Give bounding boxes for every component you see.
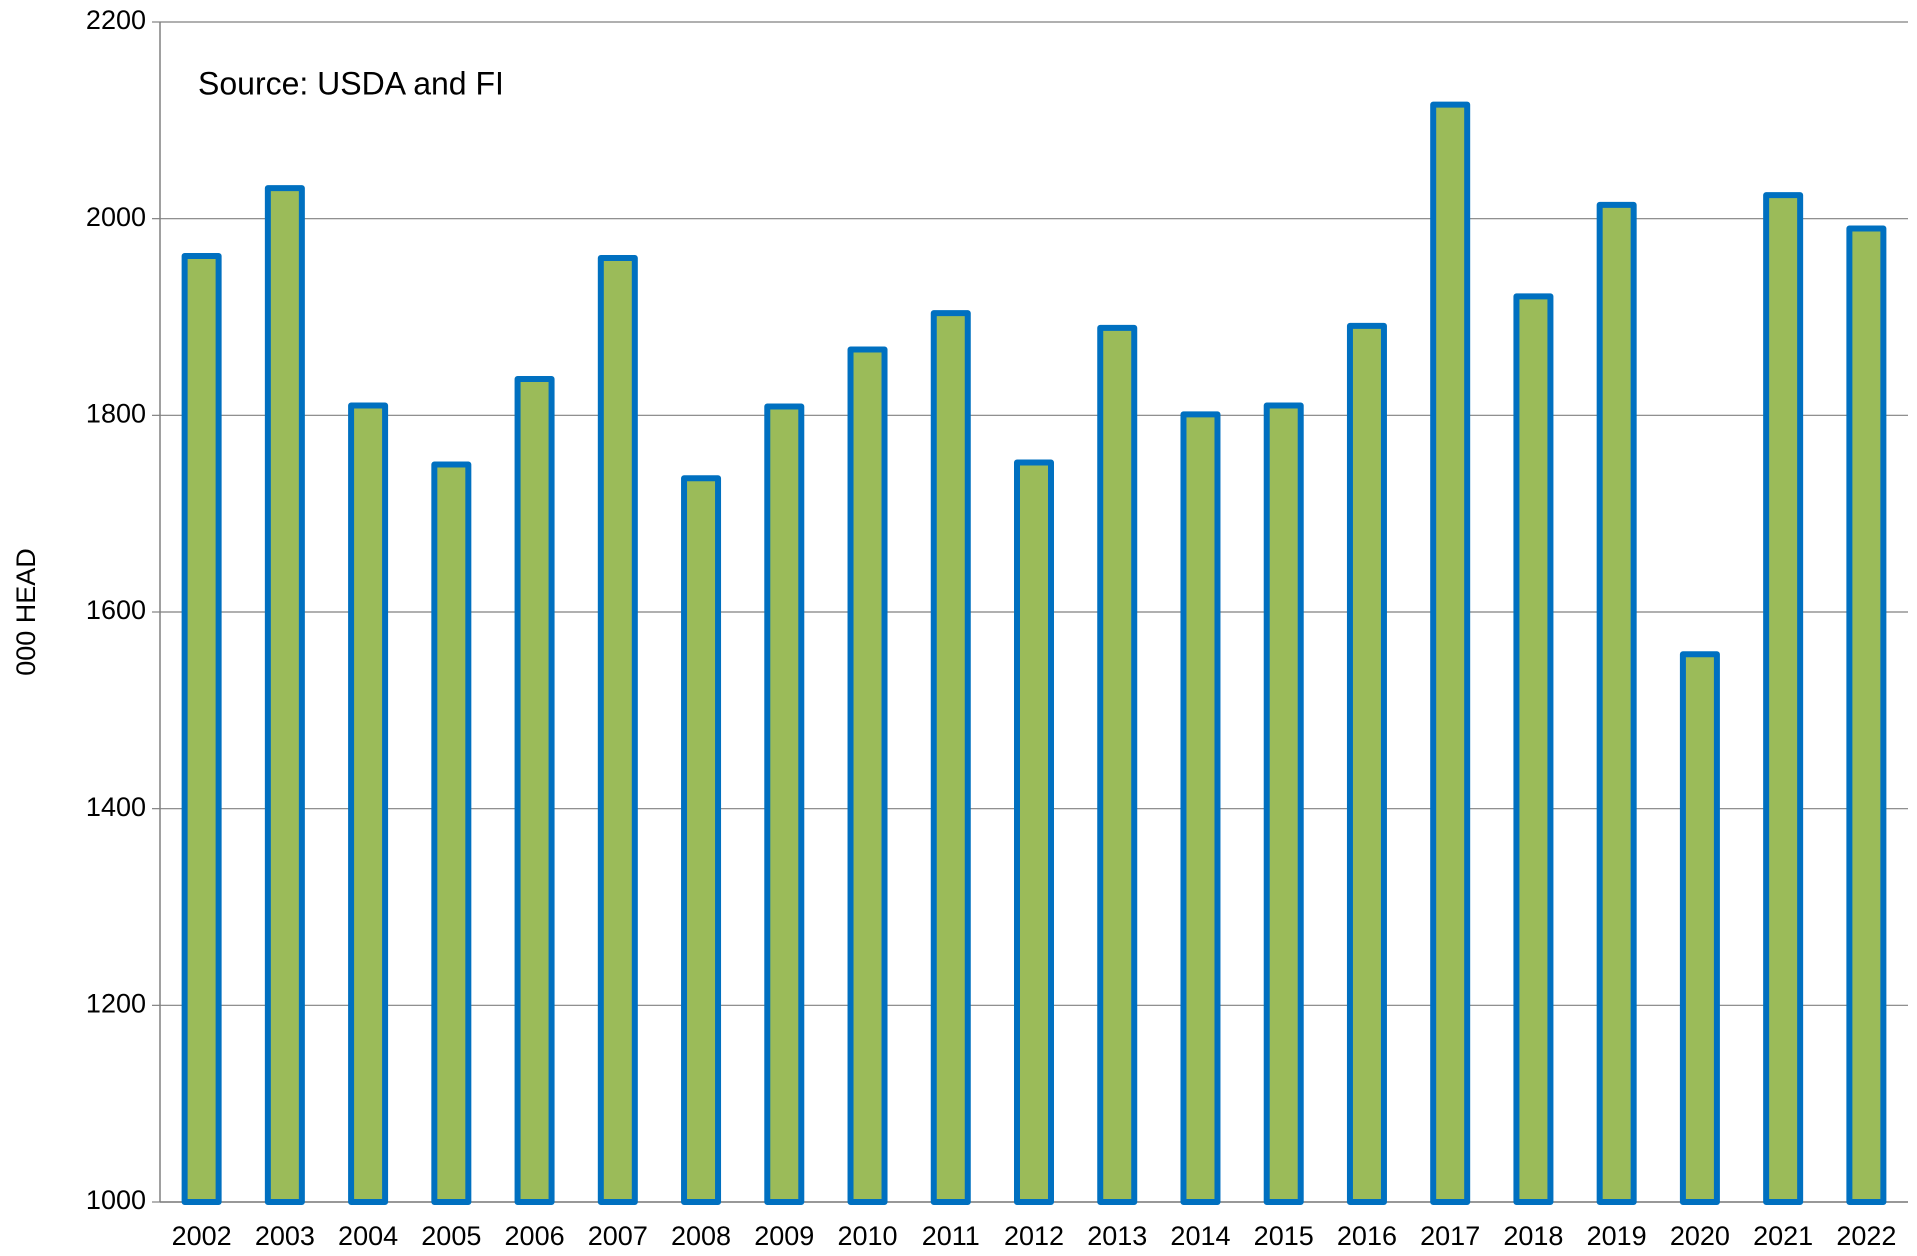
bar [1430, 101, 1471, 1206]
x-tick-label: 2011 [922, 1221, 980, 1251]
x-tick-label: 2016 [1337, 1221, 1397, 1251]
x-tick-label: 2020 [1670, 1221, 1730, 1251]
x-tick-label: 2005 [421, 1221, 481, 1251]
x-tick-label: 2013 [1087, 1221, 1147, 1251]
x-tick-label: 2014 [1170, 1221, 1230, 1251]
x-tick-label: 2018 [1503, 1221, 1563, 1251]
x-tick-label: 2009 [754, 1221, 814, 1251]
bar [181, 253, 222, 1205]
x-tick-label: 2008 [671, 1221, 731, 1251]
y-axis-label: 000 HEAD [11, 548, 41, 676]
bar [1596, 201, 1637, 1205]
bar [514, 375, 555, 1205]
x-tick-label: 2022 [1836, 1221, 1896, 1251]
x-tick-label: 2021 [1753, 1221, 1813, 1251]
bar [1097, 324, 1138, 1206]
bar [681, 475, 722, 1205]
x-tick-label: 2012 [1004, 1221, 1064, 1251]
bar [348, 402, 389, 1205]
x-tick-label: 2003 [255, 1221, 315, 1251]
y-tick-label: 1800 [86, 398, 146, 428]
bar [1846, 225, 1887, 1205]
y-tick-label: 2000 [86, 202, 146, 232]
bar [1014, 459, 1054, 1205]
bar [1679, 651, 1720, 1205]
annotation: Source: USDA and FI [198, 65, 504, 101]
x-tick-label: 2004 [338, 1221, 398, 1251]
bar [1513, 293, 1554, 1206]
bar [1180, 411, 1221, 1206]
y-tick-label: 1200 [86, 988, 146, 1018]
bar [1263, 402, 1304, 1205]
bar [764, 403, 805, 1205]
y-tick-label: 1400 [86, 792, 146, 822]
x-tick-label: 2006 [505, 1221, 565, 1251]
x-tick-label: 2017 [1420, 1221, 1480, 1251]
bar [1346, 322, 1387, 1206]
bar [1763, 192, 1804, 1206]
y-tick-label: 1000 [86, 1185, 146, 1215]
x-tick-label: 2010 [837, 1221, 897, 1251]
y-tick-label: 2200 [86, 5, 146, 35]
x-tick-label: 2007 [588, 1221, 648, 1251]
bar [597, 255, 638, 1205]
bar [847, 346, 888, 1205]
bar [264, 185, 305, 1205]
x-tick-label: 2019 [1587, 1221, 1647, 1251]
x-tick-label: 2002 [172, 1221, 232, 1251]
bar [930, 310, 971, 1206]
y-tick-label: 1600 [86, 595, 146, 625]
bar [431, 461, 472, 1205]
x-tick-label: 2015 [1254, 1221, 1314, 1251]
